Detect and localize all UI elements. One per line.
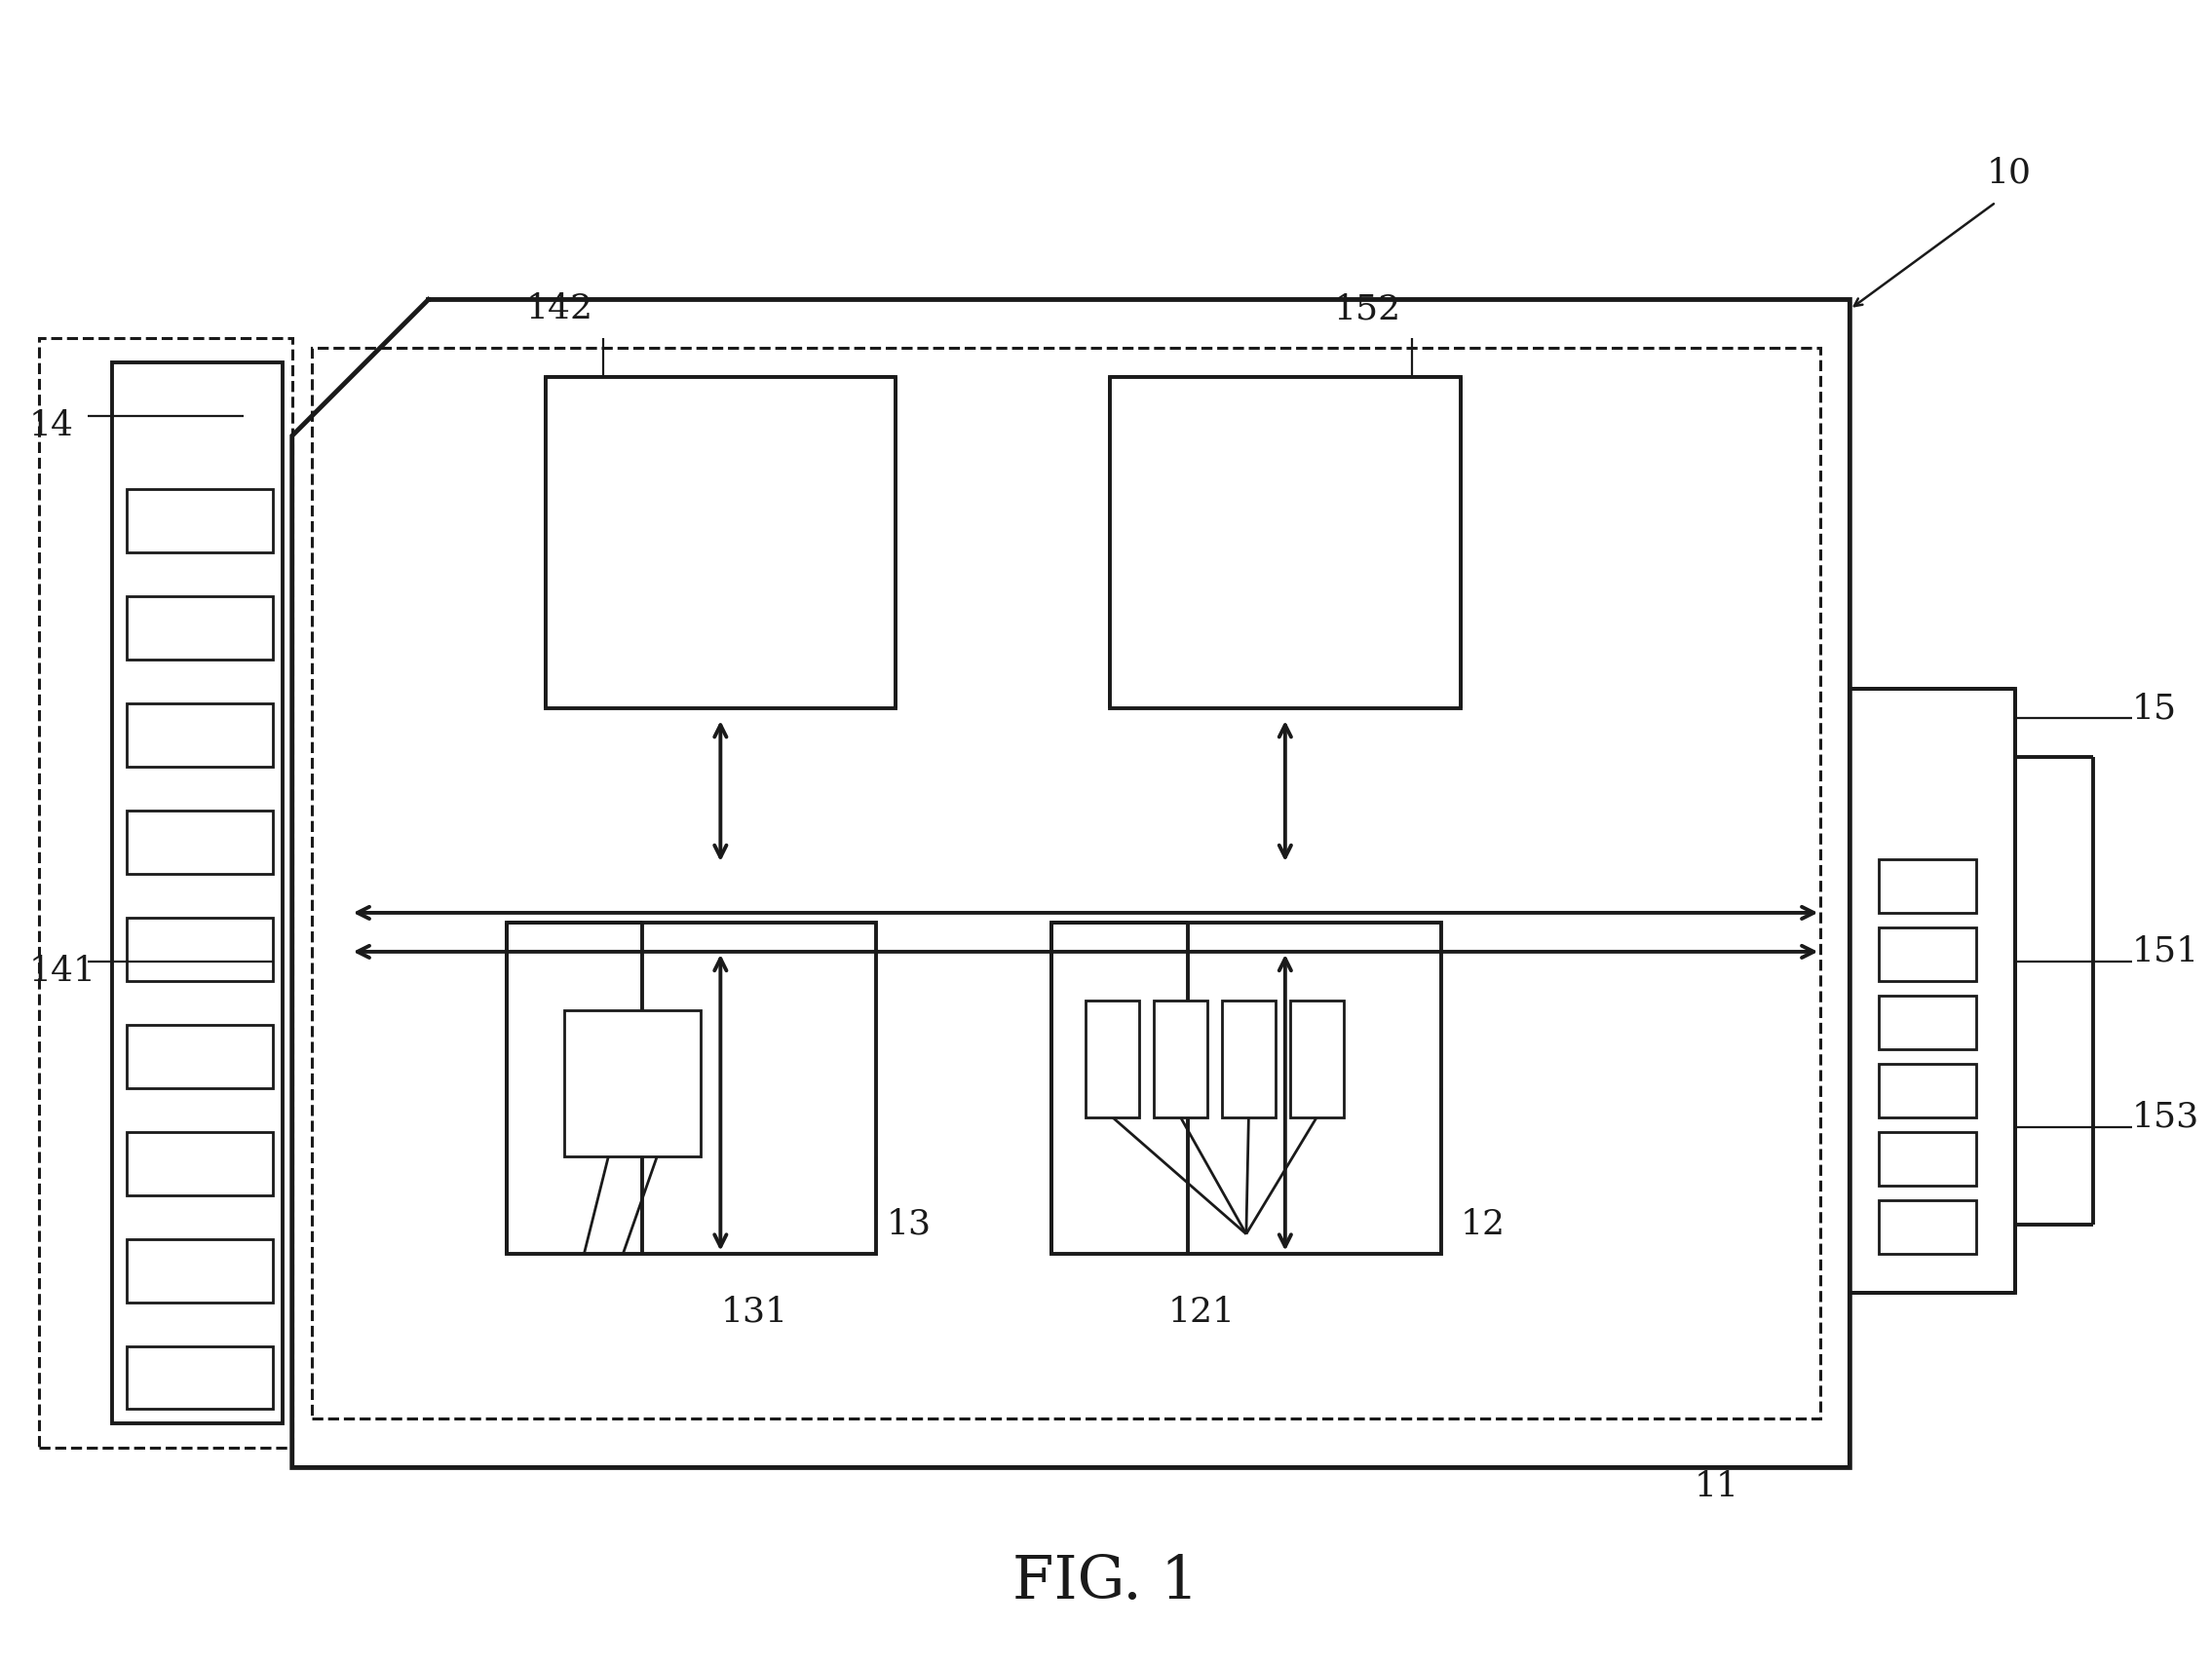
Text: 142: 142 xyxy=(526,293,593,326)
Text: FIG. 1: FIG. 1 xyxy=(1011,1553,1199,1611)
Bar xyxy=(126,810,272,873)
Bar xyxy=(1051,923,1440,1254)
Text: 15: 15 xyxy=(2132,692,2177,725)
Text: 152: 152 xyxy=(1334,293,1400,326)
Text: 131: 131 xyxy=(721,1295,787,1329)
Bar xyxy=(126,1133,272,1196)
Text: 13: 13 xyxy=(887,1207,931,1241)
Bar xyxy=(1086,1001,1139,1118)
Bar xyxy=(1878,1064,1975,1118)
Text: 153: 153 xyxy=(2132,1101,2199,1134)
Text: 12: 12 xyxy=(1460,1207,1504,1241)
Text: 11: 11 xyxy=(1694,1470,1739,1503)
Bar xyxy=(126,1239,272,1302)
Bar xyxy=(1878,1201,1975,1254)
Bar xyxy=(1849,688,2015,1292)
Bar xyxy=(113,363,283,1424)
Bar xyxy=(126,918,272,981)
Bar xyxy=(1110,378,1460,708)
Bar xyxy=(1290,1001,1343,1118)
Bar xyxy=(1878,996,1975,1049)
Text: 14: 14 xyxy=(29,409,73,442)
Bar xyxy=(40,339,292,1448)
Text: 10: 10 xyxy=(1986,156,2031,190)
Bar xyxy=(1155,1001,1208,1118)
Bar xyxy=(126,1024,272,1088)
Bar xyxy=(1878,860,1975,913)
Bar xyxy=(126,489,272,552)
Bar xyxy=(1221,1001,1276,1118)
Text: 141: 141 xyxy=(29,955,97,988)
Bar xyxy=(544,378,896,708)
Bar xyxy=(507,923,876,1254)
Bar xyxy=(1878,1133,1975,1186)
Bar xyxy=(1878,928,1975,981)
Bar xyxy=(126,597,272,660)
Bar xyxy=(312,348,1820,1419)
Bar xyxy=(126,703,272,767)
Text: 151: 151 xyxy=(2132,935,2199,968)
Text: 121: 121 xyxy=(1168,1295,1237,1329)
Bar xyxy=(564,1009,701,1156)
Bar xyxy=(126,1345,272,1409)
